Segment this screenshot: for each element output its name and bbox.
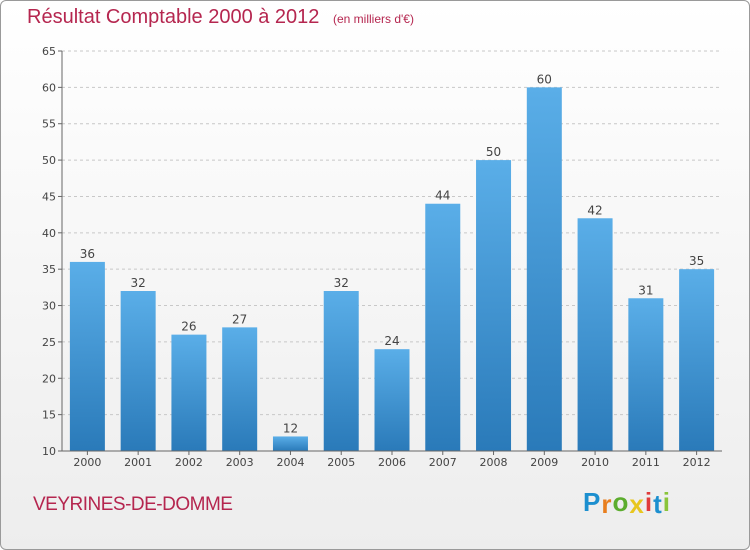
logo-letter: i xyxy=(644,487,654,517)
bar-2005 xyxy=(323,291,359,451)
data-label-2007: 44 xyxy=(435,189,450,203)
data-label-2005: 32 xyxy=(334,276,349,290)
y-tick-label: 15 xyxy=(42,409,56,422)
y-tick-label: 10 xyxy=(42,445,56,458)
x-tick-label: 2004 xyxy=(276,456,304,469)
data-label-2006: 24 xyxy=(384,334,399,348)
bar-2010 xyxy=(577,218,613,451)
data-label-2001: 32 xyxy=(131,276,146,290)
y-tick-label: 45 xyxy=(42,190,56,203)
proxiti-logo: Proxiti xyxy=(583,487,671,519)
bar-2006 xyxy=(374,349,410,451)
data-label-2004: 12 xyxy=(283,421,298,435)
data-label-2003: 27 xyxy=(232,312,247,326)
y-tick-label: 35 xyxy=(42,263,56,276)
x-tick-label: 2010 xyxy=(581,456,609,469)
bar-layer: 36 32 26 27 12 32 24 44 50 60 42 31 35 xyxy=(69,72,715,451)
y-tick-label: 60 xyxy=(42,81,56,94)
x-tick-label: 2003 xyxy=(226,456,254,469)
data-label-2002: 26 xyxy=(181,320,196,334)
y-tick-label: 25 xyxy=(42,336,56,349)
logo-letter: x xyxy=(629,489,645,519)
x-tick-label: 2008 xyxy=(480,456,508,469)
x-tick-label: 2011 xyxy=(632,456,660,469)
chart-title: Résultat Comptable 2000 à 2012 (en milli… xyxy=(27,6,414,29)
bar-2008 xyxy=(476,160,512,451)
y-tick-label: 40 xyxy=(42,227,56,240)
data-label-2010: 42 xyxy=(587,203,602,217)
bar-2007 xyxy=(425,203,461,451)
bar-2002 xyxy=(171,334,207,451)
x-tick-label: 2007 xyxy=(429,456,457,469)
logo-letter: i xyxy=(662,487,671,517)
y-tick-label: 65 xyxy=(42,45,56,58)
x-tick-label: 2001 xyxy=(124,456,152,469)
logo-letter: o xyxy=(612,487,630,517)
y-tick-label: 55 xyxy=(42,118,56,131)
x-tick-label: 2002 xyxy=(175,456,203,469)
x-tick-label: 2009 xyxy=(530,456,558,469)
axis-layer: 10 15 20 25 30 35 40 45 50 55 60 65 2000 2001 2002 2003… xyxy=(42,45,722,469)
x-tick-label: 2005 xyxy=(327,456,355,469)
bar-2011 xyxy=(628,298,664,451)
logo-letter: t xyxy=(653,489,663,519)
bar-2012 xyxy=(679,269,715,451)
bar-2009 xyxy=(526,87,562,451)
x-tick-label: 2000 xyxy=(73,456,101,469)
y-tick-label: 20 xyxy=(42,372,56,385)
bar-2003 xyxy=(222,327,258,451)
town-name: VEYRINES-DE-DOMME xyxy=(33,494,233,515)
logo-letter: r xyxy=(601,489,613,519)
bar-2004 xyxy=(272,436,308,451)
y-tick-label: 50 xyxy=(42,154,56,167)
chart-subtitle: (en milliers d'€) xyxy=(332,12,414,26)
data-label-2012: 35 xyxy=(689,254,704,268)
data-label-2000: 36 xyxy=(80,247,95,261)
x-tick-label: 2012 xyxy=(683,456,711,469)
y-tick-label: 30 xyxy=(42,300,56,313)
bar-2000 xyxy=(69,261,105,451)
data-label-2009: 60 xyxy=(537,72,552,86)
data-label-2008: 50 xyxy=(486,145,501,159)
logo-letter: P xyxy=(583,487,602,517)
data-label-2011: 31 xyxy=(638,283,653,297)
bar-2001 xyxy=(120,291,156,451)
x-tick-label: 2006 xyxy=(378,456,406,469)
chart-title-text: Résultat Comptable 2000 à 2012 xyxy=(27,6,320,28)
